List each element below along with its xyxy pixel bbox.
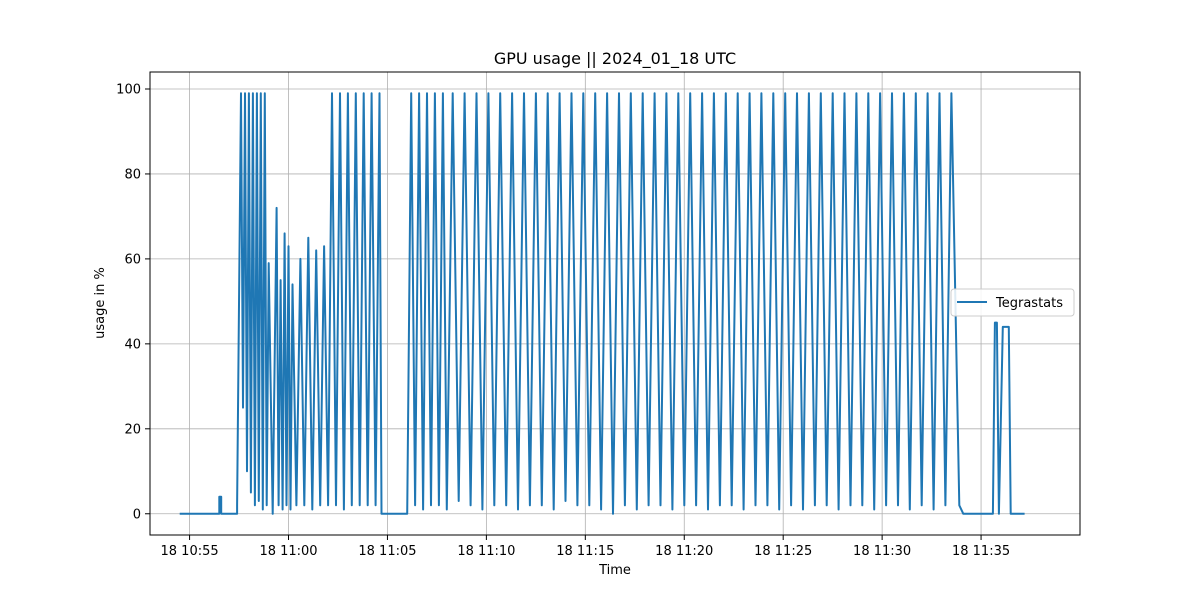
- x-tick-label: 18 10:55: [161, 544, 219, 559]
- x-axis: 18 10:55 18 11:00 18 11:05 18 11:10 18 11:15…: [161, 535, 1010, 559]
- legend-label: Tegrastats: [995, 296, 1063, 311]
- x-tick-label: 18 11:15: [556, 544, 614, 559]
- y-axis-title: usage in %: [93, 267, 108, 339]
- y-tick-label: 80: [124, 167, 141, 182]
- x-axis-title: Time: [598, 563, 631, 578]
- series-line-tegrastats: [179, 92, 1025, 515]
- x-tick-label: 18 11:00: [259, 544, 317, 559]
- x-tick-label: 18 11:10: [457, 544, 515, 559]
- x-tick-label: 18 11:35: [952, 544, 1010, 559]
- x-tick-label: 18 11:20: [655, 544, 713, 559]
- y-tick-label: 40: [124, 337, 141, 352]
- chart-title: GPU usage || 2024_01_18 UTC: [494, 49, 736, 69]
- legend: Tegrastats: [950, 288, 1075, 317]
- legend-box: [950, 288, 1075, 317]
- x-tick-label: 18 11:05: [358, 544, 416, 559]
- x-tick-label: 18 11:25: [754, 544, 812, 559]
- x-tick-label: 18 11:30: [853, 544, 911, 559]
- axes-frame: [149, 71, 1081, 536]
- plot-area: [179, 92, 1025, 515]
- y-tick-label: 60: [124, 252, 141, 267]
- y-tick-label: 0: [133, 507, 141, 522]
- y-tick-label: 20: [124, 422, 141, 437]
- y-tick-label: 100: [116, 82, 141, 97]
- y-axis: 0 20 40 60 80 100: [116, 82, 150, 522]
